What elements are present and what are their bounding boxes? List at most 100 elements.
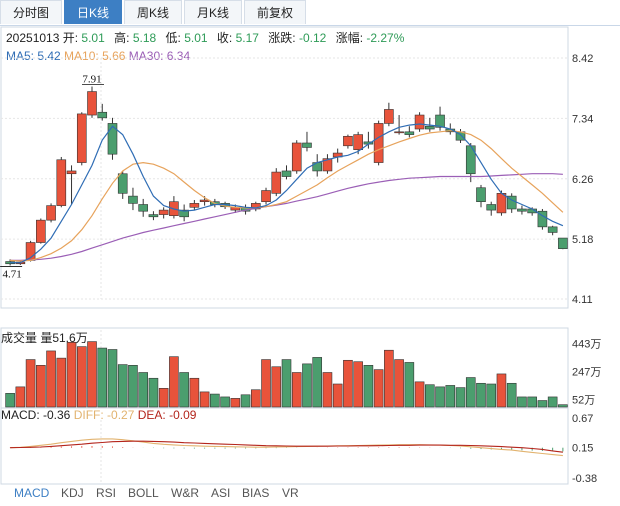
volume-bar <box>230 398 241 408</box>
volume-axis-tick: 52万 <box>572 395 595 407</box>
volume-bar <box>445 385 456 408</box>
volume-bar <box>435 386 445 408</box>
indicator-tab-bias[interactable]: BIAS <box>242 486 270 500</box>
indicator-tab-asi[interactable]: ASI <box>211 486 231 500</box>
candle-body <box>394 131 404 134</box>
high-label: 高: <box>114 31 130 45</box>
ma5-legend: MA5: 5.42 <box>6 49 61 63</box>
dea-line <box>10 440 563 453</box>
volume-bar <box>281 359 292 408</box>
quote-date: 20251013 <box>6 31 60 45</box>
macd-axis-tick: 0.15 <box>572 443 593 455</box>
price-axis-tick: 4.11 <box>572 294 593 306</box>
candle-body <box>425 125 435 130</box>
tab-forward-adjusted[interactable]: 前复权 <box>244 0 306 24</box>
volume-bar <box>56 357 67 408</box>
ma10-line <box>10 130 564 262</box>
stock-chart[interactable]: 8.42 7.34 6.26 5.18 4.11 7.91 4.71 443万 247万 52万 0… <box>0 0 620 486</box>
candle-body <box>537 210 548 228</box>
candle-body <box>179 209 189 218</box>
indicator-tab-wr[interactable]: W&R <box>171 486 199 500</box>
indicator-tab-vr[interactable]: VR <box>282 486 299 500</box>
indicator-tab-kdj[interactable]: KDJ <box>61 486 84 500</box>
volume-bar <box>271 366 282 408</box>
candle-body <box>343 135 353 147</box>
candle-body <box>97 111 108 119</box>
change-pct-label: 涨幅: <box>335 31 364 45</box>
price-panel-frame <box>0 26 569 309</box>
candle-body <box>148 214 159 218</box>
volume-bar <box>353 361 363 408</box>
tab-weekly-k[interactable]: 周K线 <box>124 0 182 24</box>
volume-bar <box>5 393 15 408</box>
volume-bar <box>36 365 46 408</box>
candle-body <box>189 203 200 208</box>
candle-body <box>404 131 415 135</box>
volume-axis-tick: 443万 <box>572 338 601 350</box>
volume-bar <box>291 372 302 408</box>
indicator-tab-macd[interactable]: MACD <box>14 486 50 500</box>
volume-bar <box>312 357 323 408</box>
volume-bar <box>394 359 404 408</box>
close-value: 5.17 <box>235 31 259 45</box>
volume-bar <box>138 372 148 408</box>
volume-bar <box>87 341 97 408</box>
candle-body <box>261 190 271 203</box>
volume-bar <box>15 386 26 408</box>
ma30-line <box>10 173 563 261</box>
volume-bar <box>210 393 220 408</box>
volume-bar <box>158 388 169 408</box>
tab-monthly-k[interactable]: 月K线 <box>184 0 242 24</box>
volume-bar <box>97 347 108 408</box>
candle-body <box>158 209 169 215</box>
candle-body <box>271 171 282 194</box>
tab-intraday[interactable]: 分时图 <box>0 0 62 24</box>
low-annotation: 4.71 <box>2 268 21 280</box>
volume-bar <box>240 394 251 408</box>
volume-bar <box>117 364 128 408</box>
candle-body <box>138 204 148 212</box>
volume-bar <box>527 396 537 408</box>
volume-legend: 成交量 量51.6万 <box>1 331 88 345</box>
volume-bar <box>343 359 353 408</box>
volume-bar <box>455 387 466 408</box>
price-axis-tick: 5.18 <box>572 234 593 246</box>
change-label: 涨跌: <box>268 31 296 45</box>
indicator-tab-boll[interactable]: BOLL <box>128 486 159 500</box>
price-axis-tick: 8.42 <box>572 53 593 65</box>
volume-bar <box>363 365 374 408</box>
candle-body <box>435 114 445 128</box>
candle-body <box>117 173 128 194</box>
volume-bar <box>373 369 384 408</box>
candle-body <box>384 109 394 124</box>
tab-daily-k[interactable]: 日K线 <box>64 0 122 24</box>
candle-body <box>486 204 497 211</box>
volume-bar <box>384 349 394 408</box>
ma5-line <box>10 123 564 264</box>
volume-bar <box>169 356 179 408</box>
candle-body <box>107 123 118 155</box>
candle-body <box>558 237 568 249</box>
period-tab-bar: 分时图 日K线 周K线 月K线 前复权 <box>0 0 620 26</box>
indicator-tab-rsi[interactable]: RSI <box>96 486 117 500</box>
candle-body <box>496 193 507 214</box>
candle-body <box>46 205 56 221</box>
candle-body <box>353 134 363 151</box>
diff-line <box>10 438 563 457</box>
candle-body <box>66 170 77 175</box>
volume-bar <box>547 396 558 408</box>
dea-value: DEA: -0.09 <box>137 408 197 422</box>
volume-bar <box>302 363 312 408</box>
macd-value: MACD: -0.36 <box>1 408 71 422</box>
volume-bar <box>476 382 486 408</box>
macd-panel-frame <box>0 407 569 485</box>
open-value: 5.01 <box>81 31 105 45</box>
volume-bar <box>414 381 425 408</box>
candle-body <box>373 123 384 163</box>
quote-info-bar: 20251013 开: 5.01 高: 5.18 低: 5.01 收: 5.17… <box>6 29 410 46</box>
volume-bar <box>250 389 261 408</box>
high-annotation: 7.91 <box>82 74 101 86</box>
volume-bar <box>517 396 527 408</box>
candle-body <box>517 208 527 212</box>
volume-bar <box>199 391 210 408</box>
